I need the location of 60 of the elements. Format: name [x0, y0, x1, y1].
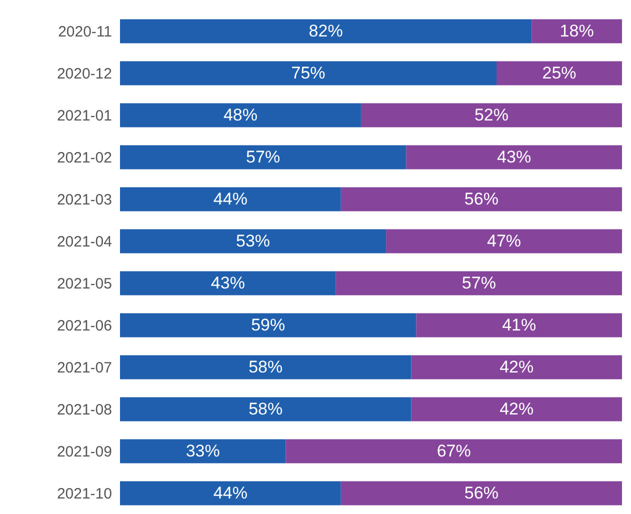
data-label: 75%: [291, 64, 326, 83]
bar: [120, 481, 341, 506]
data-label: 48%: [223, 106, 258, 125]
bar: [286, 439, 622, 464]
bar: [120, 187, 341, 212]
bar: [340, 187, 622, 212]
bar: [120, 19, 532, 44]
y-tick-label: 2021-10: [56, 485, 112, 502]
data-label: 42%: [500, 358, 534, 377]
bar: [120, 397, 412, 422]
y-tick-label: 2021-02: [56, 149, 112, 166]
bar: [416, 313, 622, 338]
y-tick-label: 2021-04: [56, 233, 112, 250]
bar: [406, 145, 622, 170]
data-label: 56%: [464, 190, 498, 209]
data-label: 33%: [186, 442, 220, 461]
bar: [336, 271, 622, 296]
y-tick-label: 2021-07: [56, 359, 112, 376]
data-label: 57%: [462, 274, 496, 293]
bar: [120, 271, 336, 296]
y-tick-label: 2021-05: [56, 275, 112, 292]
data-label: 67%: [436, 442, 471, 461]
y-tick-label: 2020-12: [56, 65, 112, 82]
bar: [360, 103, 622, 128]
data-label: 52%: [474, 106, 508, 125]
bar: [120, 61, 496, 86]
y-tick-label: 2021-03: [56, 191, 112, 208]
bar: [411, 397, 622, 422]
y-tick-label: 2021-06: [56, 317, 112, 334]
bar: [120, 103, 361, 128]
data-label: 41%: [502, 316, 536, 335]
data-label: 57%: [246, 148, 280, 167]
bar: [340, 481, 622, 506]
bar: [532, 19, 622, 44]
data-label: 59%: [251, 316, 286, 335]
data-label: 58%: [248, 400, 283, 419]
bar: [120, 229, 386, 254]
data-label: 44%: [213, 484, 248, 503]
bar: [411, 355, 622, 380]
bar: [386, 229, 622, 254]
bar: [496, 61, 622, 86]
bar: [120, 313, 416, 338]
bar: [120, 439, 286, 464]
data-label: 44%: [213, 190, 248, 209]
data-label: 53%: [236, 232, 270, 251]
y-tick-label: 2020-11: [58, 23, 112, 40]
data-label: 56%: [464, 484, 498, 503]
data-label: 25%: [542, 64, 576, 83]
data-label: 82%: [308, 22, 343, 41]
data-label: 42%: [500, 400, 534, 419]
data-label: 18%: [560, 22, 594, 41]
y-tick-label: 2021-09: [56, 443, 112, 460]
y-tick-label: 2021-08: [56, 401, 112, 418]
data-label: 47%: [487, 232, 522, 251]
y-tick-label: 2021-01: [56, 107, 112, 124]
bar: [120, 145, 406, 170]
bar: [120, 355, 412, 380]
data-label: 58%: [248, 358, 283, 377]
data-label: 43%: [210, 274, 245, 293]
data-label: 43%: [497, 148, 532, 167]
